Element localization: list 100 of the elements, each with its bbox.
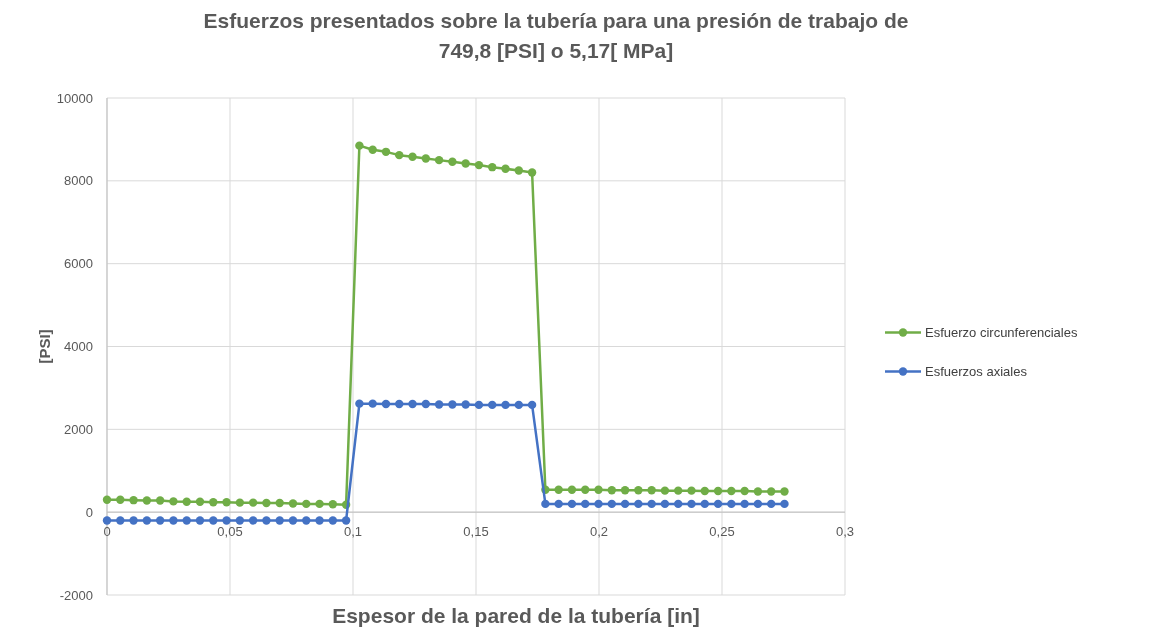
x-axis-title: Espesor de la pared de la tubería [in]: [332, 604, 700, 627]
point: [474, 160, 484, 170]
x-tick-label: 0,15: [463, 524, 489, 540]
point: [607, 499, 616, 509]
point: [687, 499, 696, 509]
point: [647, 486, 656, 495]
point: [713, 486, 723, 496]
point: [488, 400, 497, 410]
point: [368, 399, 377, 408]
point: [527, 168, 537, 177]
point: [288, 499, 298, 508]
point: [116, 516, 125, 525]
point: [488, 162, 497, 172]
chart-title: Esfuerzos presentados sobre la tubería para una presión de trabajo de 749,8 [PSI] o 5,17[ MPa]: [203, 9, 909, 62]
point: [116, 495, 125, 504]
point: [381, 147, 391, 157]
point: [275, 498, 284, 508]
point: [474, 400, 484, 410]
point: [315, 516, 324, 525]
point: [395, 150, 404, 160]
point: [155, 496, 165, 505]
point: [740, 486, 749, 496]
point: [341, 516, 351, 525]
point: [328, 500, 338, 509]
y-tick-label: 6000: [64, 256, 93, 272]
point: [527, 400, 537, 410]
point: [647, 499, 656, 509]
point: [607, 486, 616, 495]
point: [674, 486, 683, 495]
point: [195, 497, 205, 507]
point: [448, 400, 457, 409]
point: [129, 516, 138, 525]
point: [355, 399, 364, 408]
point: [421, 154, 431, 163]
point: [740, 499, 749, 509]
y-tick-label: 10000: [56, 90, 93, 106]
point: [182, 516, 191, 525]
x-tick-label: 0,3: [835, 524, 855, 540]
point: [142, 496, 152, 505]
point: [700, 486, 709, 496]
point: [169, 497, 178, 506]
point: [408, 152, 417, 162]
point: [461, 400, 470, 409]
point: [753, 487, 763, 496]
y-tick-label: -2000: [59, 587, 93, 603]
point: [248, 498, 258, 507]
point: [620, 499, 630, 509]
point: [395, 399, 404, 409]
y-tick-label: 8000: [64, 173, 93, 189]
point: [102, 516, 112, 525]
point: [634, 486, 643, 495]
x-tick-label: 0,2: [589, 524, 609, 540]
point: [381, 399, 391, 409]
point: [262, 498, 271, 508]
point: [182, 497, 191, 507]
point: [262, 516, 271, 525]
legend-label: Esfuerzos axiales: [925, 364, 1028, 380]
y-tick-label: 2000: [64, 421, 93, 437]
point: [713, 499, 723, 509]
point: [620, 486, 630, 495]
point: [700, 499, 709, 509]
point: [328, 516, 338, 525]
point: [554, 485, 563, 494]
point: [461, 159, 470, 168]
point: [195, 516, 205, 525]
point: [368, 145, 377, 154]
point: [434, 155, 444, 165]
point: [222, 516, 231, 525]
point: [421, 399, 431, 409]
point: [288, 516, 298, 525]
point: [169, 516, 178, 525]
point: [501, 400, 510, 410]
point: [222, 498, 231, 507]
point: [235, 516, 245, 525]
point: [302, 516, 311, 525]
point: [780, 487, 789, 496]
x-tick-label: 0,25: [709, 524, 735, 540]
point: [302, 499, 311, 509]
point: [514, 400, 523, 410]
point: [248, 516, 258, 525]
point: [209, 498, 218, 507]
point: [674, 499, 683, 509]
point: [355, 141, 364, 150]
point: [581, 499, 590, 509]
x-tick-label: 0,1: [343, 524, 363, 540]
point: [727, 486, 736, 496]
point: [501, 164, 510, 174]
y-tick-label: 4000: [64, 339, 93, 355]
point: [753, 499, 763, 509]
x-tick-label: 0: [103, 524, 111, 540]
point: [594, 499, 603, 509]
point: [514, 166, 523, 175]
point: [767, 499, 776, 509]
point: [315, 499, 324, 509]
point: [634, 499, 643, 509]
point: [142, 516, 152, 525]
legend-label: Esfuerzo circunferenciales: [925, 325, 1078, 341]
point: [209, 516, 218, 525]
y-tick-label: 0: [85, 504, 93, 520]
point: [780, 499, 789, 509]
